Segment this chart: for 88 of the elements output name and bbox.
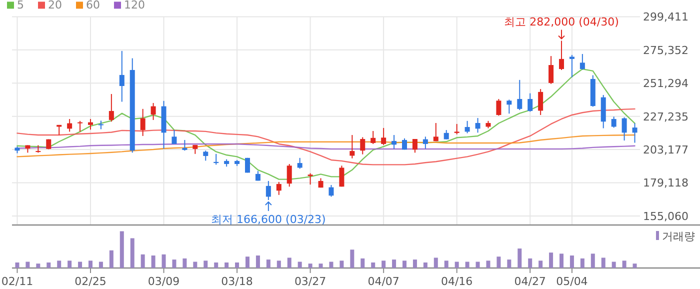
bar	[528, 258, 532, 268]
bar	[36, 264, 40, 268]
bar	[382, 260, 386, 268]
bar	[276, 260, 281, 268]
bar	[496, 256, 501, 268]
x-tick-label: 04/07	[368, 275, 400, 288]
bar	[140, 254, 145, 268]
bar	[88, 260, 92, 268]
annotation: 최고 282,000 (04/30)	[504, 16, 619, 40]
x-tick-label: 03/18	[221, 275, 253, 288]
annotation: 최고 282,000 (04/30)	[504, 16, 619, 29]
x-tick-label: 02/25	[74, 275, 106, 288]
bar	[204, 260, 208, 268]
bar	[560, 254, 564, 268]
bar	[507, 260, 512, 268]
y-tick-label: 275,352	[643, 44, 688, 57]
bar	[476, 262, 480, 268]
bar	[193, 262, 198, 268]
bar	[570, 256, 574, 268]
bar	[549, 252, 554, 268]
bar	[162, 254, 166, 268]
bar	[266, 260, 270, 268]
bar	[120, 231, 124, 268]
legend: 거래량	[656, 230, 695, 243]
bar	[151, 256, 156, 268]
bar	[98, 262, 103, 268]
y-tick-label: 179,118	[643, 176, 688, 190]
bar	[256, 256, 260, 268]
bar	[538, 260, 543, 268]
bar	[612, 262, 616, 268]
legend-label: 60	[86, 0, 100, 12]
bar	[78, 262, 82, 268]
y-tick-label: 203,177	[643, 144, 688, 157]
x-tick-label: 04/27	[514, 275, 546, 288]
bar	[423, 262, 428, 268]
bar	[486, 260, 490, 268]
bar	[68, 260, 72, 268]
legend-label: 20	[48, 0, 62, 12]
legend-label: 5	[17, 0, 24, 12]
line-series	[16, 108, 636, 166]
bar	[412, 260, 417, 268]
bar	[350, 250, 354, 268]
bar	[109, 250, 114, 268]
bar	[224, 262, 229, 268]
bar	[287, 258, 292, 268]
bar	[590, 254, 595, 268]
bar	[182, 258, 187, 268]
x-tick-label: 03/09	[148, 275, 180, 288]
bar	[632, 264, 637, 268]
bar	[235, 262, 240, 268]
bar	[392, 260, 396, 268]
y-tick-label: 227,235	[643, 110, 688, 124]
bar	[340, 260, 344, 268]
bar	[329, 262, 334, 268]
bar	[246, 256, 250, 268]
bar	[444, 260, 448, 268]
bar	[15, 262, 20, 268]
bar	[57, 260, 62, 268]
bar	[308, 264, 312, 268]
x-tick-label: 03/27	[294, 275, 326, 288]
annotation: 최저 166,600 (03/23)	[211, 201, 326, 226]
bar	[371, 262, 376, 268]
bar	[46, 262, 51, 268]
annotation: 최저 166,600 (03/23)	[211, 213, 326, 226]
bar	[454, 262, 459, 268]
y-tick-label: 251,294	[643, 77, 688, 90]
bar	[402, 260, 406, 268]
y-tick-label: 299,411	[643, 10, 688, 24]
legend-label: 120	[124, 0, 145, 12]
bar	[601, 258, 606, 268]
bar	[518, 248, 522, 268]
bar	[318, 264, 323, 268]
bar	[172, 260, 176, 268]
x-tick-label: 05/04	[556, 275, 588, 288]
line-series	[16, 134, 636, 158]
x-tick-label: 04/16	[440, 275, 473, 288]
bar	[580, 258, 584, 268]
bar	[622, 260, 626, 268]
y-tick-label: 155,060	[643, 210, 688, 223]
bar	[298, 262, 302, 268]
bar	[434, 258, 438, 268]
x-tick-label: 02/11	[1, 275, 34, 288]
legend-label: 거래량	[662, 230, 695, 243]
bar	[214, 262, 218, 268]
bar	[26, 262, 30, 268]
bar	[130, 238, 134, 268]
bar	[360, 258, 365, 268]
bar	[465, 262, 470, 268]
